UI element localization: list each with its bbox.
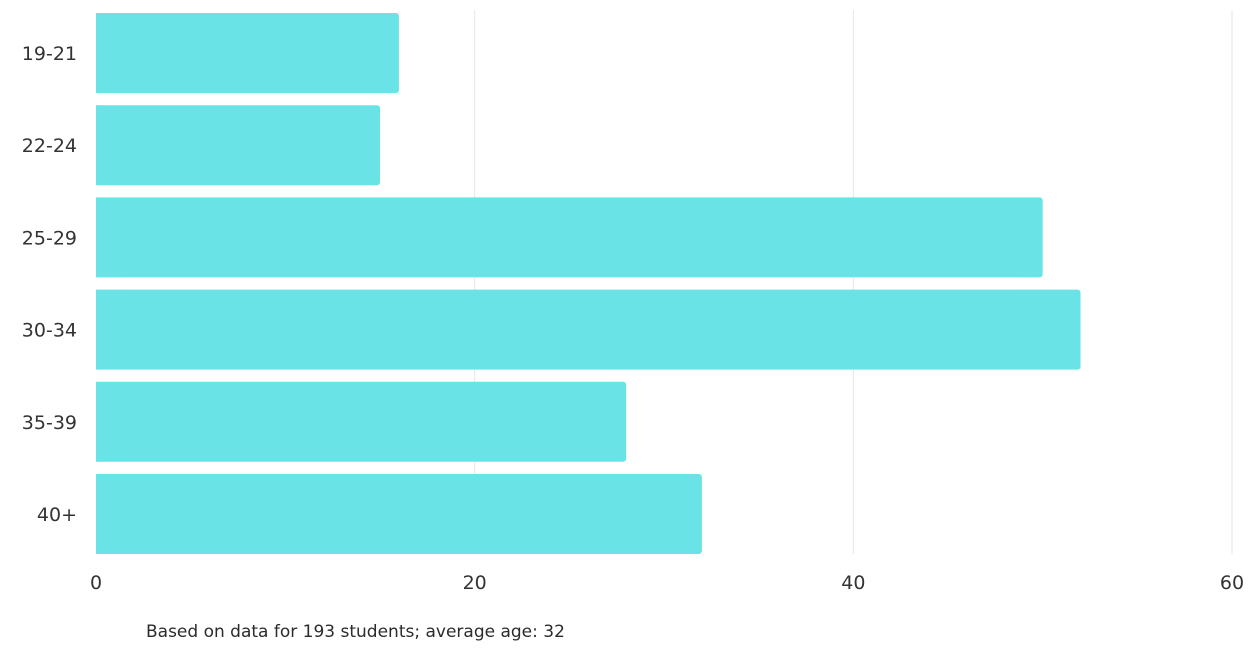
- bar-40+: [96, 474, 702, 554]
- y-category-label: 25-29: [22, 227, 77, 249]
- bar-edge-19-21: [96, 13, 100, 93]
- y-category-label: 35-39: [22, 412, 77, 434]
- bar-25-29: [96, 197, 1043, 278]
- chart-footnote: Based on data for 193 students; average …: [146, 622, 565, 642]
- bar-edge-40+: [96, 474, 100, 554]
- bar-35-39: [96, 381, 627, 462]
- x-tick-label: 40: [841, 572, 865, 594]
- bar-edge-22-24: [96, 105, 100, 186]
- bar-30-34: [96, 289, 1081, 370]
- x-tick-label: 0: [90, 572, 102, 594]
- y-category-label: 22-24: [22, 135, 77, 157]
- y-category-label: 19-21: [22, 43, 77, 65]
- x-tick-label: 60: [1220, 572, 1244, 594]
- bar-edge-30-34: [96, 289, 100, 370]
- y-category-label: 40+: [37, 504, 77, 526]
- x-tick-label: 20: [463, 572, 487, 594]
- y-category-label: 30-34: [22, 320, 77, 342]
- bar-edge-25-29: [96, 197, 100, 278]
- bar-19-21: [96, 13, 399, 93]
- bar-edge-35-39: [96, 381, 100, 462]
- bar-22-24: [96, 105, 380, 186]
